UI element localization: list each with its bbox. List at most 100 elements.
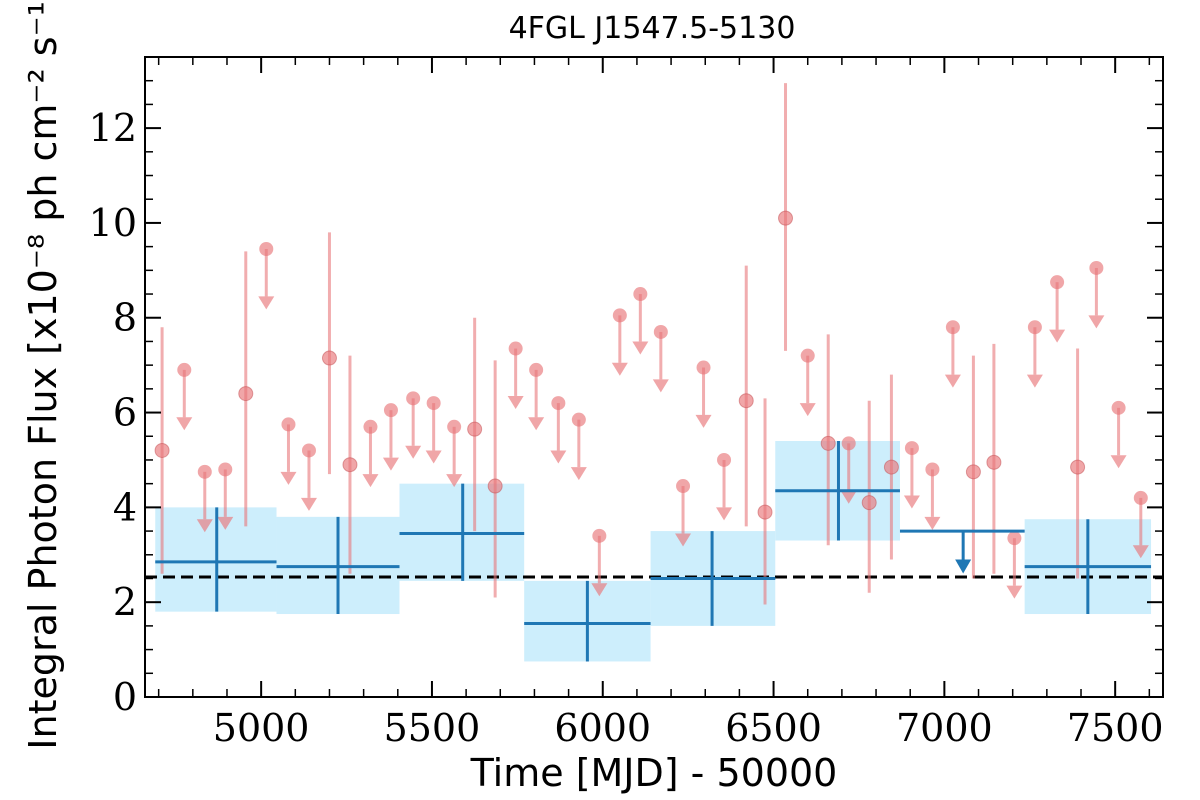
short-bin-upper-limit-point [363,419,378,434]
short-bin-upper-limit-head [1006,585,1023,599]
short-bin-point [321,350,337,366]
short-bin-upper-limit-head [405,445,422,459]
short-bin-upper-limit-head [1049,329,1066,343]
short-bin-upper-limit-point [800,348,815,363]
short-bin-upper-limit-point [696,360,711,375]
short-bin-upper-limit-head [695,414,712,428]
short-bin-upper-limit-head [944,374,961,388]
short-bin-point [778,210,794,226]
short-bin-upper-limit-point [633,287,648,302]
short-bin-point [861,495,877,511]
short-bin-point [883,459,899,475]
x-tick-label: 6000 [554,706,651,750]
short-bin-upper-limit-point [653,324,668,339]
short-bin-upper-limit-head [300,497,317,511]
long-bin-upper-limit-head [955,559,972,574]
y-tick-label: 2 [113,580,137,624]
short-bin-upper-limit-head [176,417,193,431]
short-bin-upper-limit-head [591,583,608,597]
short-bin-point [965,464,981,480]
short-bin-upper-limit-head [840,490,857,504]
short-bin-upper-limit-head [570,467,587,481]
short-bin-point [757,504,773,520]
short-bin-upper-limit-head [280,471,297,485]
short-bin-upper-limit-head [1132,545,1149,559]
short-bin-upper-limit-head [716,507,733,521]
short-bin-point [738,393,754,409]
short-bin-upper-limit-head [903,495,920,509]
short-bin-upper-limit-point [406,391,421,406]
axes [144,56,1164,698]
short-bin-upper-limit-point [1111,400,1126,415]
short-bin-upper-limit-head [362,474,379,488]
short-bin-upper-limit-head [446,474,463,488]
short-bin-upper-limit-point [383,403,398,418]
short-bin-point [238,386,254,402]
short-bin-upper-limit-point [571,412,586,427]
short-bin-point [342,457,358,473]
short-bin-point [820,435,836,451]
x-axis-label: Time [MJD] - 50000 [470,751,838,795]
short-bin-upper-limit-head [611,362,628,376]
y-axis-ticks: 0 2 4 6 8 10 12 [89,79,1163,719]
x-tick-label: 5000 [213,706,310,750]
short-bin-upper-limit-point [925,462,940,477]
short-bin-upper-limit-point [717,452,732,467]
short-bin-point [986,454,1002,470]
short-bin-upper-limit-head [675,533,692,547]
short-bin-upper-limit-point [447,419,462,434]
short-bin-upper-limit-head [652,379,669,393]
y-axis-label: Integral Photon Flux [x10⁻⁸ ph cm⁻² s⁻¹] [21,0,65,750]
short-bin-upper-limit-point [218,462,233,477]
y-tick-label: 4 [113,485,137,529]
long-bin-bands [155,441,1152,662]
short-bin-upper-limit-point [841,436,856,451]
y-tick-label: 6 [113,391,137,435]
short-bin-upper-limit-point [259,242,274,256]
short-bin-upper-limit-head [799,403,816,417]
x-tick-label: 7000 [896,706,993,750]
long-bin-points [155,441,1152,662]
short-bin-upper-limit-point [177,362,192,377]
y-tick-label: 0 [113,675,137,719]
short-bin-point [154,442,170,458]
short-bin-upper-limit-head [528,417,545,431]
short-bin-upper-limit-point [551,396,566,411]
short-bin-upper-limit-point [197,464,212,479]
short-bin-upper-limit-point [301,443,316,458]
short-bin-upper-limit-head [550,450,567,464]
short-bin-upper-limit-head [632,341,649,355]
short-bin-upper-limit-point [1027,320,1042,335]
x-tick-label: 7500 [1067,706,1164,750]
short-bin-upper-limit-head [924,516,941,530]
y-tick-label: 8 [113,296,137,340]
short-bin-upper-limit-point [1089,260,1104,275]
short-bin-upper-limit-head [258,296,275,310]
short-bin-upper-limit-point [508,341,523,356]
short-bin-upper-limit-head [382,457,399,471]
short-bin-points [154,83,1149,605]
short-bin-upper-limit-point [1007,531,1022,546]
y-tick-label: 10 [89,201,137,245]
short-bin-upper-limit-point [945,320,960,335]
plot-frame [144,56,1164,698]
y-tick-label: 12 [89,106,137,150]
short-bin-upper-limit-point [676,479,691,494]
chart-title: 4FGL J1547.5-5130 [509,11,796,46]
short-bin-upper-limit-point [1133,490,1148,505]
short-bin-upper-limit-point [1050,275,1065,290]
x-axis-ticks: 5000 5500 6000 6500 7000 7500 [157,57,1164,750]
short-bin-point [1070,459,1086,475]
short-bin-upper-limit-head [1026,374,1043,388]
short-bin-upper-limit-point [426,396,441,411]
short-bin-upper-limit-point [592,528,607,543]
x-tick-label: 5500 [384,706,481,750]
short-bin-point [467,421,483,437]
short-bin-upper-limit-head [507,395,524,409]
short-bin-upper-limit-head [1110,455,1127,469]
short-bin-upper-limit-point [612,308,627,323]
short-bin-upper-limit-head [217,516,234,530]
short-bin-upper-limit-head [425,450,442,464]
short-bin-upper-limit-point [529,362,544,377]
